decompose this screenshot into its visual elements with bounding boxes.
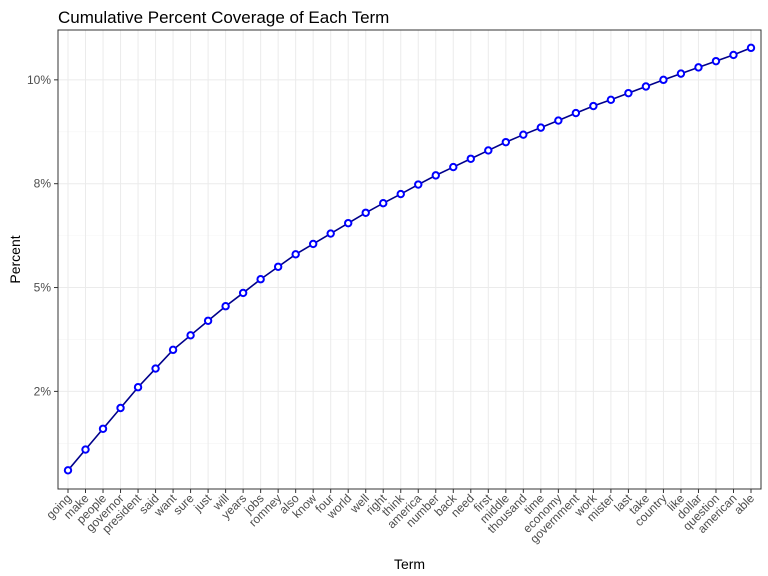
data-point — [379, 199, 388, 208]
x-axis: goingmakepeoplegovernorpresidentsaidwant… — [43, 489, 757, 546]
data-point — [133, 383, 143, 392]
y-axis-title: Percent — [7, 235, 23, 283]
data-point — [606, 95, 616, 104]
data-point — [396, 189, 405, 199]
data-point — [326, 229, 335, 238]
data-point — [151, 364, 160, 373]
y-tick-label: 8% — [34, 177, 52, 191]
grid — [58, 30, 761, 489]
plot-panel — [57, 29, 762, 490]
data-point — [554, 116, 563, 125]
y-tick-label: 5% — [34, 281, 52, 295]
chart-title: Cumulative Percent Coverage of Each Term — [58, 8, 389, 27]
data-point — [449, 162, 458, 172]
data-point — [711, 56, 721, 66]
series-line — [67, 47, 752, 471]
data-point — [203, 316, 213, 325]
data-point — [484, 146, 493, 155]
data-point — [501, 137, 511, 147]
data-point — [729, 50, 738, 60]
data-point — [641, 82, 651, 91]
data-point — [81, 445, 90, 454]
data-point — [624, 88, 633, 98]
data-point — [238, 288, 248, 298]
data-point — [221, 302, 230, 311]
data-point — [168, 345, 178, 355]
data-point — [414, 180, 423, 189]
data-point — [431, 171, 440, 180]
data-point — [589, 101, 598, 111]
data-point — [308, 239, 318, 249]
data-point — [273, 262, 283, 271]
y-axis: 2% 5% 8% 10% — [27, 73, 58, 398]
data-point — [63, 466, 73, 475]
data-point — [466, 154, 475, 163]
y-tick-label: 10% — [27, 73, 51, 87]
data-point — [186, 331, 195, 340]
data-point — [659, 75, 668, 85]
data-point — [98, 424, 108, 433]
data-point — [694, 63, 703, 72]
data-point — [519, 130, 528, 139]
data-point — [676, 69, 686, 78]
x-tick-label: able — [731, 491, 757, 517]
data-point — [116, 403, 125, 413]
x-axis-title: Term — [394, 556, 425, 572]
data-point — [536, 123, 546, 132]
data-point — [746, 43, 756, 53]
data-point — [361, 208, 370, 217]
data-point — [256, 275, 265, 284]
data-point — [291, 250, 300, 259]
y-tick-label: 2% — [34, 384, 52, 398]
series-cumulative-percent — [63, 43, 756, 475]
data-point — [344, 218, 353, 228]
data-point — [571, 108, 581, 118]
